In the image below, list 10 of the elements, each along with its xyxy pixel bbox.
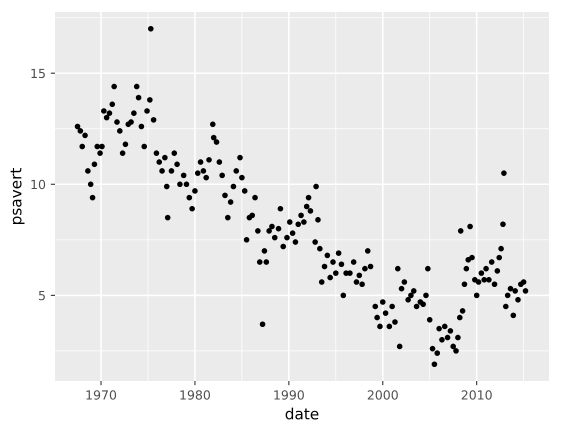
y-tick-label: 10: [31, 180, 46, 190]
y-axis-title: psavert: [10, 168, 25, 224]
x-axis-title: date: [286, 408, 318, 420]
x-tick-label: 1990: [274, 390, 304, 400]
x-tick-label: 2000: [368, 390, 398, 400]
x-tick-label: 1970: [86, 390, 116, 400]
x-tick-label: 2010: [462, 390, 492, 400]
y-tick-label: 5: [38, 290, 45, 300]
x-tick-label: 1980: [180, 390, 210, 400]
y-tick-label: 15: [31, 68, 45, 78]
